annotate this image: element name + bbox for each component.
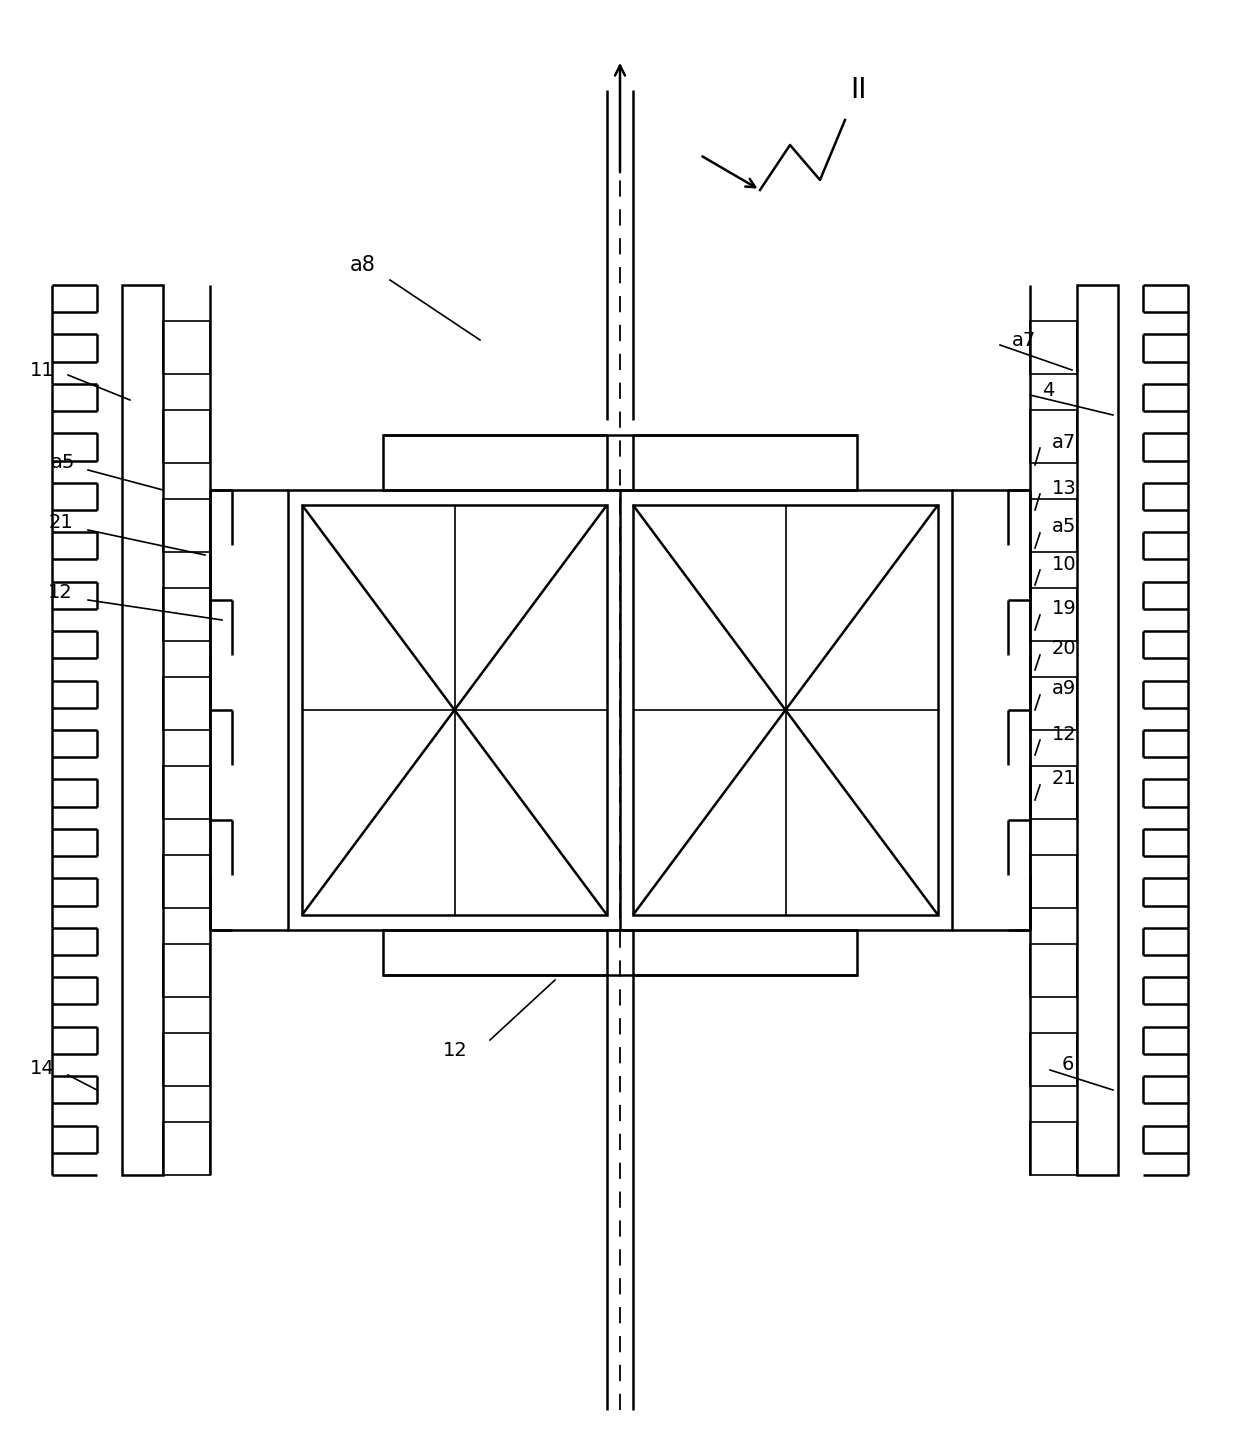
Bar	[632, 505, 937, 915]
Text: 13: 13	[1052, 478, 1076, 497]
Text: a5: a5	[51, 452, 74, 471]
Text: 6: 6	[1061, 1055, 1074, 1074]
Bar	[162, 1032, 210, 1086]
Text: 11: 11	[30, 360, 55, 379]
Bar	[122, 284, 162, 1175]
Text: 20: 20	[1052, 639, 1076, 659]
Text: a7: a7	[1052, 434, 1076, 452]
Bar	[162, 498, 210, 551]
Bar	[1030, 498, 1078, 551]
Bar	[288, 490, 952, 931]
Bar	[162, 1122, 210, 1175]
Bar	[383, 435, 857, 490]
Bar	[1030, 1032, 1078, 1086]
Text: a8: a8	[350, 256, 376, 276]
Text: 4: 4	[1042, 381, 1054, 399]
Bar	[162, 765, 210, 819]
Bar	[383, 931, 857, 975]
Bar	[1030, 765, 1078, 819]
Text: II: II	[849, 76, 867, 103]
Bar	[1030, 854, 1078, 908]
Text: 21: 21	[1052, 770, 1076, 788]
Bar	[1030, 320, 1078, 373]
Text: 14: 14	[30, 1058, 55, 1077]
Bar	[1030, 587, 1078, 640]
Bar	[1078, 284, 1118, 1175]
Bar	[1030, 409, 1078, 462]
Bar	[1030, 1122, 1078, 1175]
Bar	[1030, 676, 1078, 729]
Text: 12: 12	[1052, 725, 1076, 744]
Text: a5: a5	[1052, 517, 1076, 537]
Bar	[303, 505, 608, 915]
Text: 10: 10	[1052, 554, 1076, 573]
Text: 12: 12	[443, 1041, 467, 1060]
Bar	[162, 587, 210, 640]
Bar	[162, 943, 210, 997]
Bar	[1030, 943, 1078, 997]
Bar	[162, 320, 210, 373]
Text: 12: 12	[48, 583, 73, 602]
Text: a9: a9	[1052, 679, 1076, 698]
Bar	[162, 854, 210, 908]
Bar	[162, 676, 210, 729]
Bar	[162, 409, 210, 462]
Text: 21: 21	[48, 514, 73, 533]
Text: 19: 19	[1052, 599, 1076, 619]
Text: a7: a7	[1012, 330, 1037, 349]
